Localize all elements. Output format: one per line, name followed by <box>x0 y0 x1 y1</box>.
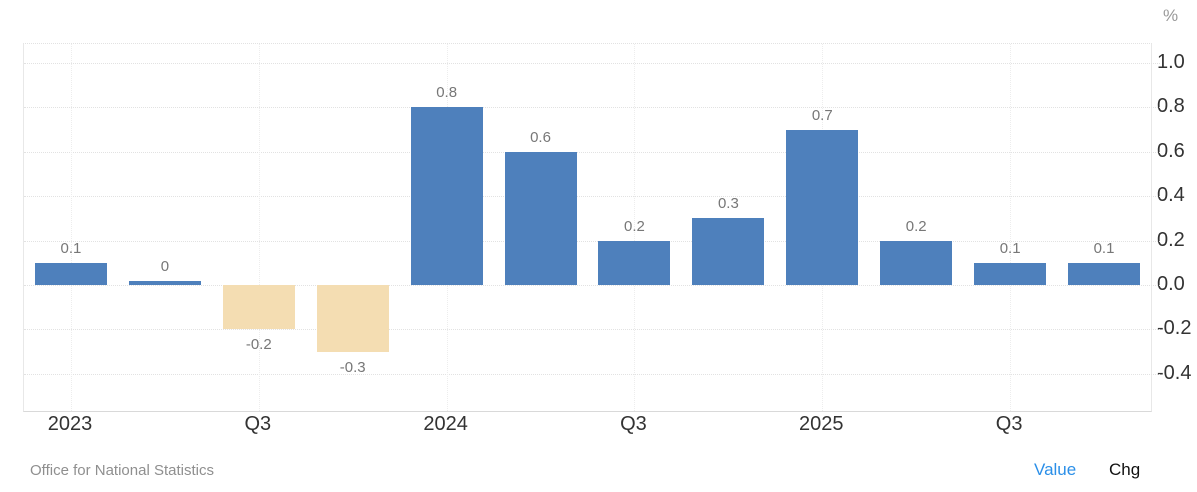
bar-value-label: 0 <box>160 258 170 276</box>
y-axis-tick-label: 0.6 <box>1157 139 1185 162</box>
x-axis-tick-label: 2025 <box>799 413 844 435</box>
y-axis-tick-label: -0.2 <box>1157 317 1192 340</box>
bar-value-label: 0.1 <box>1093 239 1115 257</box>
x-axis-tick-label: Q3 <box>620 413 647 435</box>
bar[interactable] <box>34 262 107 285</box>
plot-area: 0.1 0 -0.2 -0.3 0.8 0.6 0.2 0.3 0.7 0.2 0.1 0.1 <box>23 43 1160 412</box>
grid-line-horizontal <box>24 240 1160 242</box>
bar[interactable] <box>786 129 859 285</box>
bar-value-label: 0.3 <box>717 195 739 213</box>
bar-value-label: -0.3 <box>339 358 366 376</box>
bar[interactable] <box>692 218 765 285</box>
y-axis-tick-label: 0.4 <box>1157 184 1185 207</box>
x-axis-tick-label: 2024 <box>423 413 468 435</box>
grid-line-vertical <box>70 44 72 411</box>
grid-line-horizontal <box>24 373 1160 375</box>
bar-value-label: 0.2 <box>624 217 645 235</box>
bar-value-label: 0.6 <box>530 128 551 146</box>
bar-value-label: 0.1 <box>999 239 1021 257</box>
bar[interactable] <box>880 240 953 285</box>
y-axis-tick-label: 0.0 <box>1157 272 1185 295</box>
grid-line-horizontal <box>24 329 1160 331</box>
bar-value-label: 0.8 <box>436 84 458 102</box>
grid-line-horizontal <box>24 196 1160 198</box>
bar[interactable] <box>222 284 295 330</box>
x-axis-tick-label: 2023 <box>47 413 93 435</box>
bar-value-label: 0.2 <box>905 217 927 235</box>
bar[interactable] <box>504 151 577 285</box>
x-axis-tick-label: Q3 <box>244 413 272 435</box>
bar[interactable] <box>974 262 1047 285</box>
source-attribution[interactable]: Office for National Statistics <box>30 462 214 479</box>
grid-line-vertical <box>634 44 636 411</box>
y-axis-tick-label: -0.4 <box>1157 361 1192 384</box>
grid-line-horizontal <box>24 284 1160 286</box>
bar-value-label: -0.2 <box>245 336 272 354</box>
grid-line-vertical <box>258 44 260 411</box>
bar[interactable] <box>128 281 201 285</box>
x-axis-tick-label: Q3 <box>995 413 1023 435</box>
y-axis-unit-label: % <box>1163 6 1179 25</box>
y-axis-tick-label: 0.2 <box>1157 228 1185 251</box>
bar-value-label: 0.7 <box>811 106 833 124</box>
y-axis-tick-label: 1.0 <box>1157 51 1185 74</box>
grid-line-horizontal <box>24 63 1160 65</box>
chg-toggle[interactable]: Chg <box>1109 460 1141 479</box>
grid-line-horizontal <box>24 107 1160 109</box>
bar-value-label: 0.1 <box>60 239 82 257</box>
y-axis-tick-label: 0.8 <box>1157 95 1185 118</box>
value-toggle[interactable]: Value <box>1034 460 1077 479</box>
bar[interactable] <box>316 284 389 352</box>
bar[interactable] <box>598 240 671 285</box>
bar[interactable] <box>410 107 483 285</box>
grid-line-horizontal <box>24 151 1160 153</box>
grid-line-vertical <box>1010 44 1012 411</box>
bar[interactable] <box>1068 262 1141 285</box>
